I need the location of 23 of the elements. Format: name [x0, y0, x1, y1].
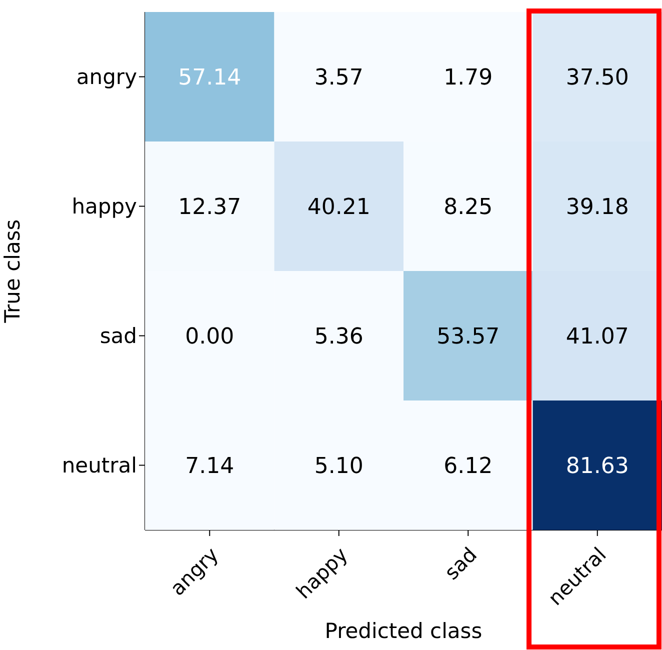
data-label: 12.37 [178, 194, 242, 220]
data-label: 3.57 [314, 65, 364, 90]
data-label: 41.07 [566, 324, 629, 350]
data-label: 6.12 [444, 454, 493, 479]
data-label: 37.50 [566, 65, 629, 90]
data-label: 7.14 [185, 454, 234, 479]
data-label: 57.14 [178, 65, 242, 90]
y-tick-label: angry [76, 65, 137, 90]
x-axis-title: Predicted class [324, 619, 482, 643]
data-label: 5.10 [314, 454, 364, 479]
data-label: 1.79 [444, 65, 493, 90]
y-tick-label: neutral [62, 454, 137, 478]
data-label: 81.63 [566, 454, 629, 479]
data-label: 40.21 [307, 194, 370, 220]
y-tick-label: happy [72, 194, 137, 219]
data-label: 5.36 [314, 324, 364, 350]
data-label: 39.18 [566, 194, 629, 220]
y-axis-title: True class [0, 219, 24, 324]
x-tick-label: sad [440, 542, 482, 584]
data-label: 8.25 [444, 194, 493, 220]
data-label: 0.00 [185, 324, 234, 350]
y-tick-label: sad [100, 324, 137, 348]
data-label: 53.57 [436, 324, 500, 350]
